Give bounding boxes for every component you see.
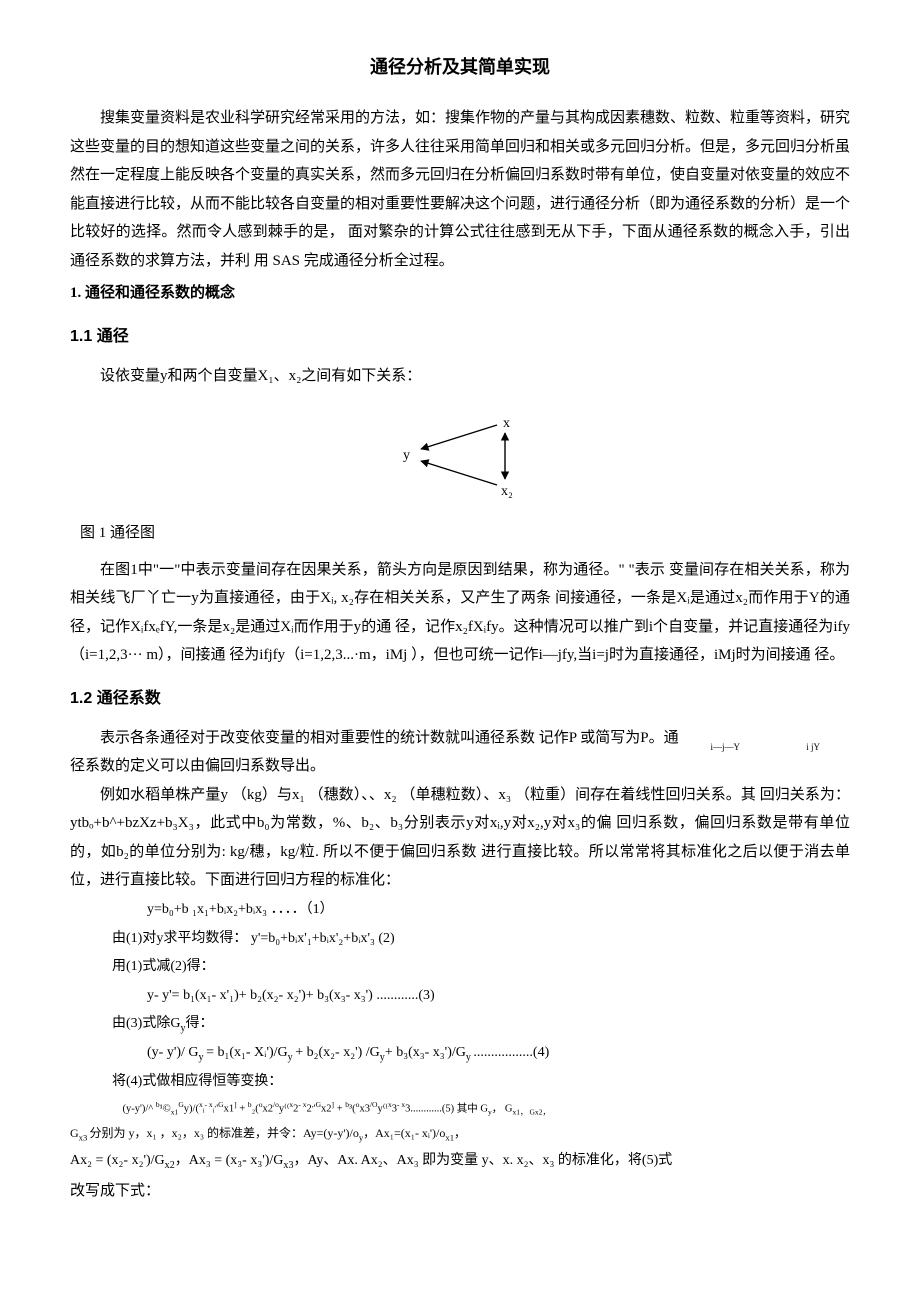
sec11-para2: 在图1中"一"中表示变量间存在因果关系，箭头方向是原因到结果，称为通径。" "表… (70, 556, 850, 670)
equation-4-intro: 由(3)式除Gy得： (112, 1011, 850, 1038)
equation-2: 由(1)对y求平均数得： y'=b₀+bᵢx'₁+bᵢx'₂+bᵢx'₃ (2) (112, 926, 850, 953)
equation-5: (y-y')/^ b¹©x1Gy)/(xᵢ- xᵢ,'Gx1] + b₂(ox2… (123, 1098, 851, 1120)
figure-1-caption: 图 1 通径图 (80, 519, 850, 548)
intro-paragraph: 搜集变量资料是农业科学研究经常采用的方法，如：搜集作物的产量与其构成因素穗数、粒… (70, 104, 850, 275)
equation-5-tail: Gx3 分别为 y，x₁ ，x₂，x₃ 的标准差，并令：Ay=(y-y')/oy… (70, 1122, 850, 1146)
equation-3-intro: 用(1)式减(2)得： (112, 954, 850, 981)
equation-4: (y- y')/ Gy = b₁(x₁- Xᵢ')/Gy + b₂(x₂- x₂… (147, 1040, 850, 1067)
sec12-para1-subscript-1: i—j—Y (680, 739, 740, 756)
diagram-arrow-x1-y (421, 425, 497, 449)
path-diagram: y x x₂ (70, 403, 850, 514)
section-1-1-heading: 1.1 通径 (70, 322, 850, 352)
diagram-x1-label: x (503, 416, 510, 431)
diagram-arrow-x2-y (421, 461, 497, 485)
sec11-para1: 设依变量y和两个自变量X₁、x₂之间有如下关系： (70, 362, 850, 391)
section-1-heading: 1. 通径和通径系数的概念 (70, 279, 850, 308)
diagram-x2-label: x₂ (501, 484, 513, 499)
equation-3: y- y'= b₁(x₁- x'₁)+ b₂(x₂- x₂')+ b₃(x₃- … (147, 983, 850, 1010)
equation-1: y=b₀+b ₁x₁+bᵢx₂+bᵢx₃ ．．．．（1） (147, 897, 850, 924)
diagram-y-label: y (403, 448, 410, 463)
equation-5-intro: 将(4)式做相应得恒等变换： (112, 1069, 850, 1096)
sec12-para1-line-a: 表示各条通径对于改变依变量的相对重要性的统计数就叫通径系数 记作P 或简写为P。… (100, 730, 679, 746)
page-title: 通径分析及其简单实现 (70, 50, 850, 84)
sec12-para1b: 径系数的定义可以由偏回归系数导出。 (70, 752, 850, 781)
section-1-2-heading: 1.2 通径系数 (70, 684, 850, 714)
sec12-para3: Ax₂ = (x₂- x₂')/Gx2，Ax₃ = (x₃- x₃')/Gx3，… (70, 1148, 850, 1175)
sec12-para2: 例如水稻单株产量y （kg）与x₁ （穗数）、、x₂ （单穗粒数）、x₃ （粒重… (70, 781, 850, 895)
sec12-para1-subscript-2: i jY (776, 739, 820, 756)
sec12-para4: 改写成下式： (70, 1177, 850, 1206)
sec12-para1: 表示各条通径对于改变依变量的相对重要性的统计数就叫通径系数 记作P 或简写为P。… (70, 724, 850, 753)
